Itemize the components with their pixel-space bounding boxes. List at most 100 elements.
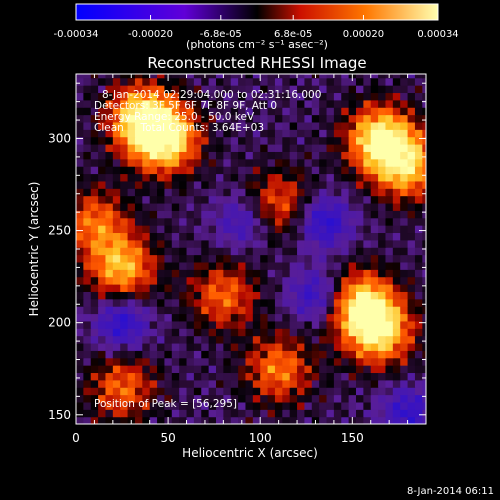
heatmap-cell [333,232,342,241]
heatmap-cell [363,74,372,79]
heatmap-cell [223,365,232,374]
heatmap-cell [164,284,173,292]
heatmap-cell [230,217,239,226]
heatmap-cell [341,92,350,101]
heatmap-cell [149,269,158,278]
heatmap-cell [157,276,166,285]
heatmap-cell [142,416,151,424]
heatmap-cell [400,254,409,263]
heatmap-cell [414,350,423,359]
heatmap-cell [98,306,107,315]
heatmap-cell [282,210,291,219]
heatmap-cell [392,365,401,374]
heatmap-cell [356,328,364,337]
heatmap-cell [90,217,99,226]
heatmap-cell [274,173,283,182]
heatmap-cell [363,357,372,366]
heatmap-cell [297,357,306,366]
heatmap-cell [98,357,107,366]
heatmap-cell [378,195,387,204]
y-tick-label: 200 [48,316,71,330]
heatmap-cell [274,379,283,388]
heatmap-cell [120,387,129,396]
heatmap-cell [348,173,357,182]
heatmap-cell [142,284,151,292]
heatmap-cell [105,188,114,197]
heatmap-cell [112,114,121,123]
heatmap-cell [98,136,107,145]
heatmap-cell [304,77,313,86]
heatmap-cell [230,173,239,182]
heatmap-cell [326,195,335,204]
heatmap-cell [134,114,143,123]
heatmap-cell [348,350,357,359]
heatmap-cell [120,225,129,234]
heatmap-cell [289,401,298,410]
heatmap-cell [385,129,394,138]
heatmap-cell [370,158,379,167]
heatmap-cell [311,328,320,337]
heatmap-cell [83,151,92,160]
heatmap-cell [157,202,166,211]
heatmap-cell [216,394,224,403]
heatmap-cell [164,298,173,307]
heatmap-cell [333,99,342,108]
x-axis-label: Heliocentric X (arcsec) [182,446,318,460]
heatmap-cell [142,151,151,160]
heatmap-cell [223,144,232,152]
heatmap-cell [414,77,423,86]
heatmap-cell [333,92,342,101]
heatmap-cell [186,92,195,101]
heatmap-cell [127,387,136,396]
heatmap-cell [216,401,224,410]
heatmap-cell [149,158,158,167]
heatmap-cell [267,195,276,204]
heatmap-cell [370,74,379,79]
heatmap-cell [208,320,217,329]
heatmap-cell [142,379,151,388]
heatmap-cell [83,350,92,359]
heatmap-cell [274,357,283,366]
heatmap-cell [333,202,342,211]
heatmap-cell [356,320,364,329]
heatmap-cell [363,188,372,197]
heatmap-cell [326,74,335,79]
heatmap-cell [414,365,423,374]
heatmap-cell [356,232,364,241]
heatmap-cell [252,107,261,116]
heatmap-cell [127,92,136,101]
colorbar-ticks: -0.00034 -0.00020 -6.8e-05 6.8e-05 0.00020 0.… [54,15,459,40]
heatmap-cell [370,173,379,182]
heatmap-cell [238,166,247,175]
heatmap-cell [201,217,210,226]
heatmap-cell [112,188,121,197]
heatmap-cell [407,320,416,329]
heatmap-cell [385,320,394,329]
heatmap-cell [216,387,224,396]
heatmap-cell [230,114,239,123]
heatmap-cell [326,357,335,366]
heatmap-cell [157,261,166,270]
heatmap-cell [319,210,328,219]
heatmap-cell [186,328,195,337]
heatmap-cell [252,202,261,211]
heatmap-cell [400,202,409,211]
heatmap-cell [171,328,180,337]
heatmap-cell [333,298,342,307]
heatmap-cell [378,121,387,130]
heatmap-cell [90,335,99,344]
heatmap-cell [341,284,350,292]
heatmap-cell [297,387,306,396]
heatmap-cell [392,74,401,79]
heatmap-cell [186,107,195,116]
heatmap-cell [333,195,342,204]
heatmap-cell [297,173,306,182]
heatmap-cell [407,158,416,167]
heatmap-cell [134,85,143,94]
heatmap-cell [171,387,180,396]
heatmap-cell [120,202,129,211]
colorbar-tick-label: -6.8e-05 [200,29,242,40]
heatmap-cell [289,195,298,204]
heatmap-cell [179,151,188,160]
heatmap-cell [120,217,129,226]
